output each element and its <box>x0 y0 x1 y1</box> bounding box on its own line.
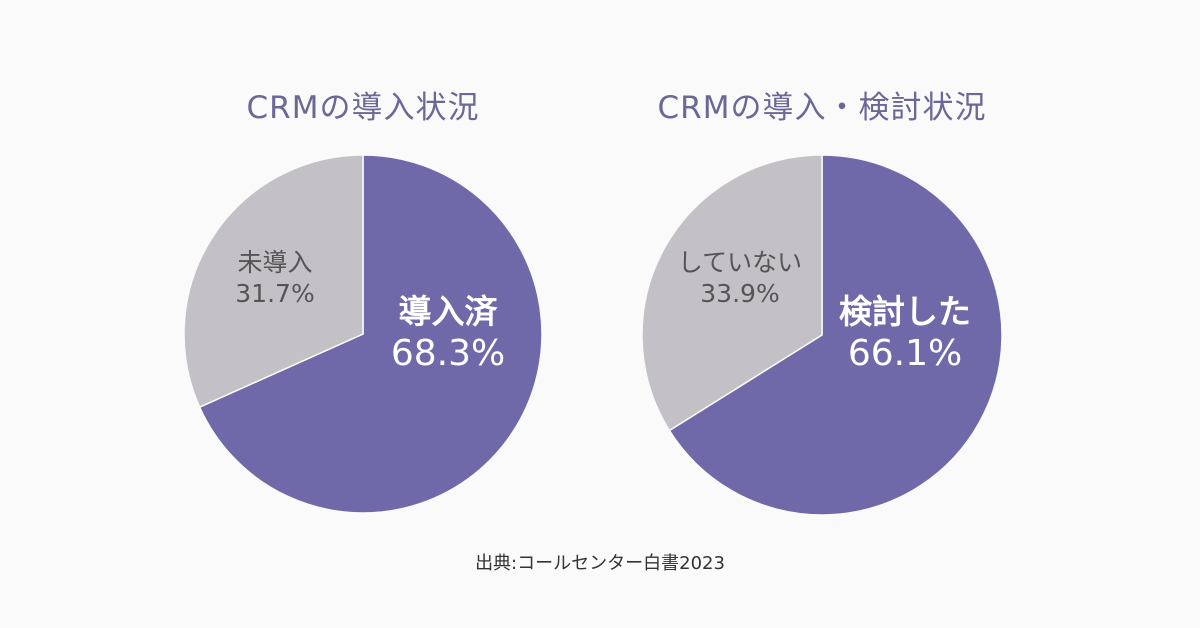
slice-label: 検討した <box>839 292 971 331</box>
chart2-slice2-label: していない 33.9% <box>655 247 825 310</box>
chart1-slice1-label: 導入済 68.3% <box>368 292 528 375</box>
slice-value: 33.9% <box>700 279 780 309</box>
slice-value: 31.7% <box>235 279 315 309</box>
chart2-title: CRMの導入・検討状況 <box>657 90 987 126</box>
chart2-slice1-label: 検討した 66.1% <box>820 292 990 375</box>
slice-label: 導入済 <box>398 292 498 331</box>
source-note: 出典:コールセンター白書2023 <box>475 553 725 574</box>
slice-value: 68.3% <box>390 332 506 374</box>
chart1-slice2-label: 未導入 31.7% <box>200 247 350 310</box>
slice-label: 未導入 <box>237 248 313 277</box>
chart2-slice-2 <box>641 154 823 432</box>
chart1-slice-2 <box>183 154 364 409</box>
slice-value: 66.1% <box>847 332 963 374</box>
chart1-slice-1 <box>198 154 543 514</box>
chart1-title: CRMの導入状況 <box>246 90 480 126</box>
chart2-slice-1 <box>668 154 1003 516</box>
slice-label: していない <box>677 248 803 277</box>
